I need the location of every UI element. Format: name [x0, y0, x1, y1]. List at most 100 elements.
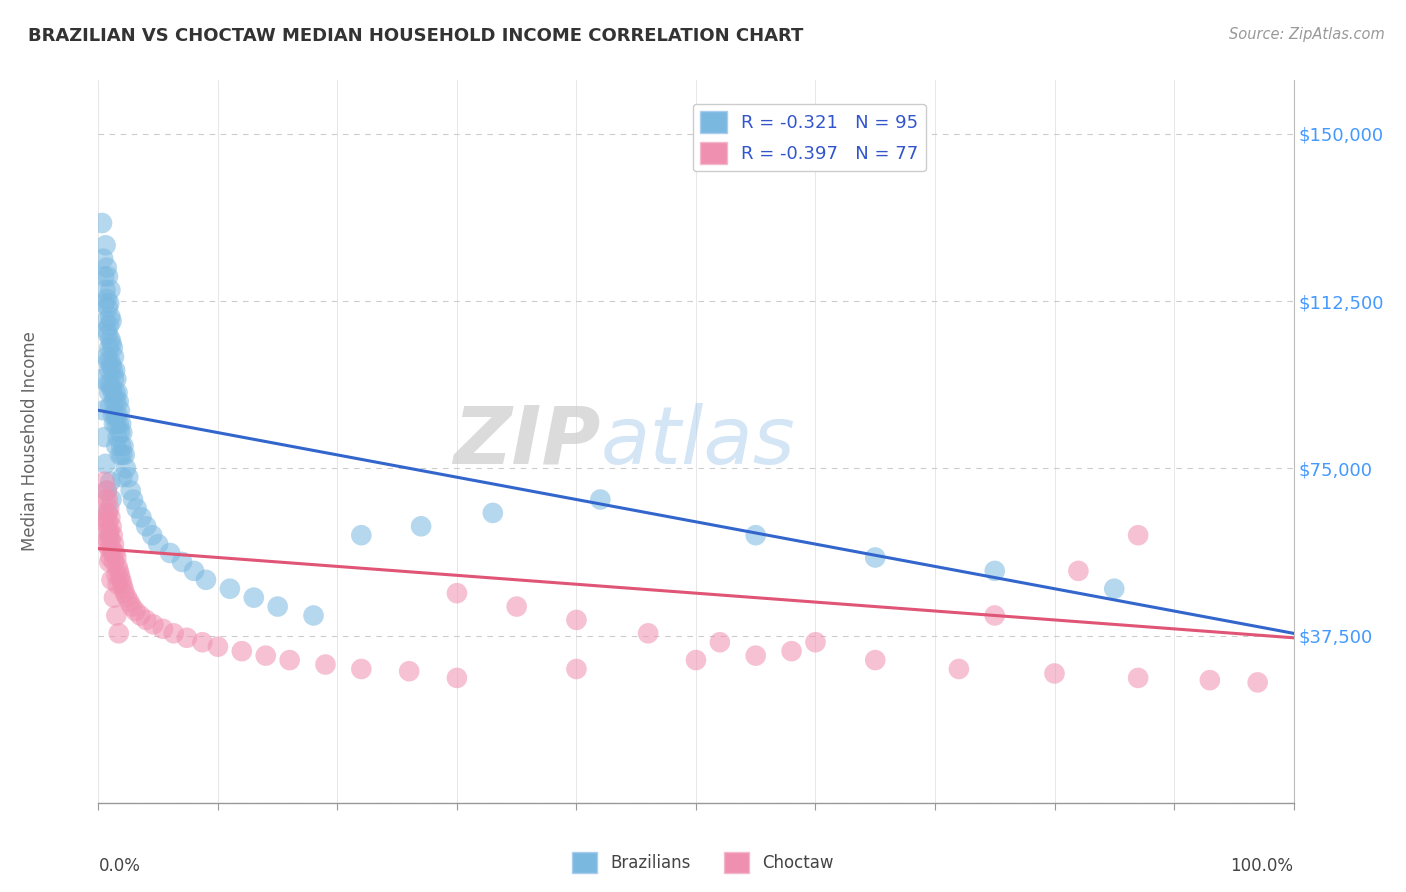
- Point: [159, 546, 181, 560]
- Point: [96, 506, 118, 520]
- Point: [231, 644, 253, 658]
- Point: [98, 555, 121, 569]
- Point: [398, 664, 420, 679]
- Point: [506, 599, 529, 614]
- Point: [219, 582, 242, 596]
- Point: [107, 394, 129, 409]
- Point: [115, 591, 138, 605]
- Legend: R = -0.321   N = 95, R = -0.397   N = 77: R = -0.321 N = 95, R = -0.397 N = 77: [693, 103, 927, 171]
- Point: [100, 336, 122, 351]
- Point: [745, 528, 768, 542]
- Point: [94, 314, 117, 328]
- Point: [315, 657, 337, 672]
- Point: [98, 318, 121, 333]
- Point: [118, 595, 141, 609]
- Point: [93, 430, 115, 444]
- Point: [96, 323, 118, 337]
- Point: [131, 510, 153, 524]
- Point: [104, 408, 127, 422]
- Point: [101, 341, 124, 355]
- Point: [96, 260, 118, 275]
- Point: [104, 385, 127, 400]
- Point: [101, 528, 124, 542]
- Point: [97, 327, 120, 342]
- Point: [110, 573, 132, 587]
- Point: [124, 604, 146, 618]
- Point: [172, 555, 194, 569]
- Point: [142, 617, 165, 632]
- Point: [100, 359, 122, 373]
- Point: [1247, 675, 1270, 690]
- Point: [117, 470, 139, 484]
- Point: [1043, 666, 1066, 681]
- Point: [97, 533, 120, 547]
- Point: [107, 430, 129, 444]
- Point: [481, 506, 505, 520]
- Point: [191, 635, 214, 649]
- Point: [111, 577, 134, 591]
- Point: [96, 350, 118, 364]
- Point: [148, 537, 170, 551]
- Point: [108, 568, 131, 582]
- Point: [97, 376, 120, 391]
- Point: [114, 586, 136, 600]
- Point: [100, 314, 122, 328]
- Point: [98, 363, 121, 377]
- Point: [98, 501, 121, 516]
- Point: [107, 626, 129, 640]
- Point: [984, 564, 1007, 578]
- Point: [107, 577, 129, 591]
- Point: [104, 546, 127, 560]
- Point: [637, 626, 659, 640]
- Point: [267, 599, 290, 614]
- Point: [97, 492, 120, 507]
- Point: [103, 591, 125, 605]
- Point: [152, 622, 174, 636]
- Point: [101, 408, 124, 422]
- Point: [98, 310, 122, 324]
- Point: [101, 385, 124, 400]
- Point: [97, 269, 120, 284]
- Point: [94, 283, 117, 297]
- Point: [98, 283, 122, 297]
- Point: [103, 372, 125, 386]
- Point: [91, 252, 114, 266]
- Point: [96, 483, 118, 498]
- Point: [98, 550, 122, 565]
- Point: [589, 492, 612, 507]
- Point: [120, 483, 142, 498]
- Text: 0.0%: 0.0%: [98, 857, 141, 875]
- Point: [100, 492, 122, 507]
- Point: [115, 461, 138, 475]
- Point: [107, 408, 129, 422]
- Point: [94, 457, 117, 471]
- Point: [100, 519, 122, 533]
- Point: [254, 648, 277, 663]
- Point: [163, 626, 186, 640]
- Point: [183, 564, 205, 578]
- Point: [91, 372, 114, 386]
- Point: [107, 417, 129, 431]
- Point: [105, 394, 128, 409]
- Point: [97, 506, 120, 520]
- Point: [350, 528, 373, 542]
- Point: [176, 631, 198, 645]
- Point: [96, 537, 118, 551]
- Point: [745, 648, 768, 663]
- Point: [98, 376, 122, 391]
- Point: [105, 568, 128, 582]
- Point: [804, 635, 827, 649]
- Point: [121, 599, 143, 614]
- Text: BRAZILIAN VS CHOCTAW MEDIAN HOUSEHOLD INCOME CORRELATION CHART: BRAZILIAN VS CHOCTAW MEDIAN HOUSEHOLD IN…: [28, 27, 803, 45]
- Point: [865, 550, 887, 565]
- Point: [565, 613, 588, 627]
- Point: [97, 354, 120, 368]
- Point: [100, 573, 122, 587]
- Text: ZIP: ZIP: [453, 402, 600, 481]
- Point: [98, 533, 122, 547]
- Point: [98, 385, 121, 400]
- Point: [129, 608, 152, 623]
- Point: [141, 528, 163, 542]
- Point: [446, 586, 468, 600]
- Point: [93, 269, 115, 284]
